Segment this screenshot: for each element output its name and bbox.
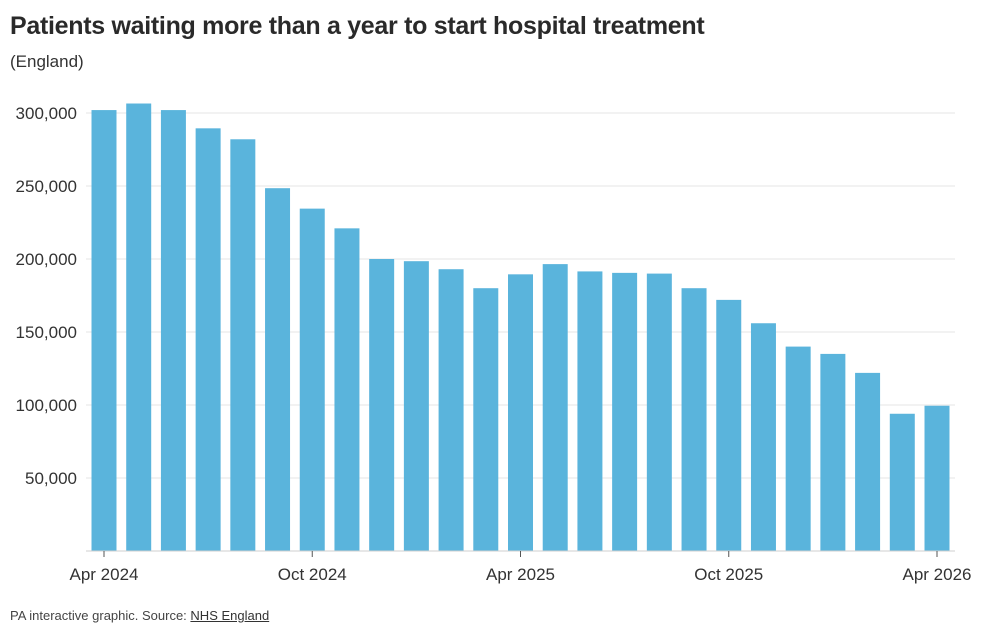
bar: May 2024: 306,500	[126, 103, 152, 551]
x-tick-label: Oct 2024	[278, 565, 347, 584]
bar: Jan 2026: 135,000	[820, 353, 846, 551]
y-tick-label: 250,000	[16, 177, 77, 196]
bar: Sep 2025: 180,000	[681, 288, 707, 551]
bar-series: Apr 2024: 302,000 May 2024: 306,500 Jun 20…	[91, 103, 950, 551]
bar: Dec 2024: 200,000	[369, 259, 395, 551]
y-tick-label: 300,000	[16, 104, 77, 123]
bar: Nov 2024: 221,000	[334, 228, 360, 551]
y-tick-label: 200,000	[16, 250, 77, 269]
bar: Oct 2024: 234,500	[299, 208, 325, 551]
bar: May 2025: 196,500	[542, 264, 568, 551]
x-tick-label: Apr 2026	[903, 565, 972, 584]
bar: Apr 2024: 302,000	[91, 110, 117, 551]
bar: Jul 2025: 190,500	[612, 272, 638, 551]
bar: Apr 2025: 189,500	[508, 274, 533, 551]
y-tick-label: 50,000	[25, 469, 77, 488]
bar: Dec 2025: 140,000	[785, 346, 811, 551]
source-prefix: PA interactive graphic. Source:	[10, 608, 191, 623]
source-link[interactable]: NHS England	[190, 608, 270, 623]
x-tick-label: Apr 2024	[70, 565, 139, 584]
bar: Oct 2025: 172,000	[716, 299, 742, 551]
y-axis-tick-labels: 50,000 100,000 150,000 200,000 250,000 300,00…	[16, 104, 77, 488]
bar: Feb 2026: 122,000	[855, 372, 881, 551]
bar: Sep 2024: 248,500	[265, 188, 291, 551]
bar: Aug 2024: 282,000	[230, 139, 256, 551]
y-tick-label: 100,000	[16, 396, 77, 415]
bar: Nov 2025: 156,000	[750, 323, 776, 551]
bar: Jan 2025: 198,500	[403, 261, 429, 551]
bar: Jul 2024: 289,500	[195, 128, 221, 551]
bar: Feb 2025: 193,000	[438, 269, 464, 551]
bar: Mar 2026: 94,000	[889, 413, 915, 551]
bar: Aug 2025: 190,000	[646, 273, 672, 551]
chart-title: Patients waiting more than a year to sta…	[10, 12, 705, 40]
x-axis: Apr 2024 Oct 2024 Apr 2025 Oct 2025 Apr 2026	[70, 550, 972, 584]
x-tick-label: Oct 2025	[694, 565, 763, 584]
y-tick-label: 150,000	[16, 323, 77, 342]
bar: Apr 2026: 99,500	[924, 405, 950, 551]
bar-chart: Apr 2024: 302,000 May 2024: 306,500 Jun 20…	[16, 103, 972, 584]
bar: Jun 2025: 191,500	[577, 271, 603, 551]
bar: Mar 2025: 180,000	[473, 288, 499, 551]
source-footer: PA interactive graphic. Source: NHS Engl…	[10, 608, 269, 623]
bar: Jun 2024: 302,000	[160, 110, 186, 551]
chart-subtitle: (England)	[10, 52, 84, 71]
x-tick-label: Apr 2025	[486, 565, 555, 584]
